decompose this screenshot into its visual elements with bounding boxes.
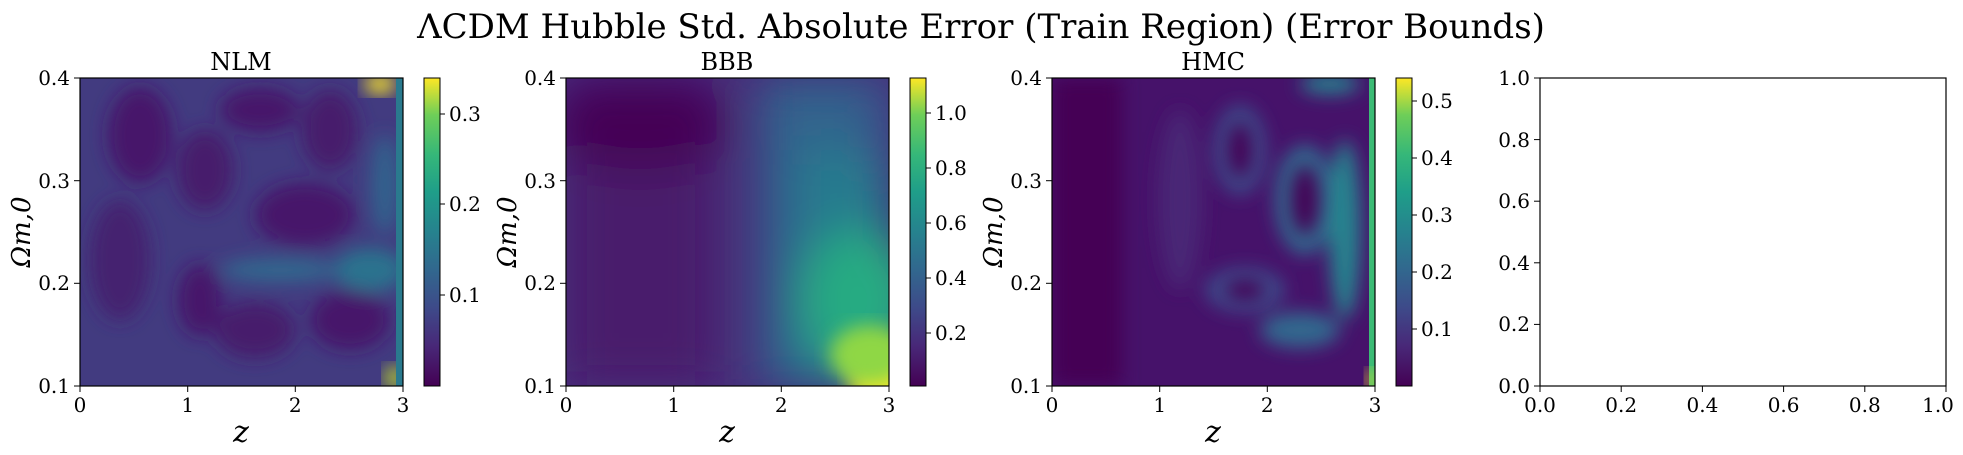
x-tick-label: 2 (775, 393, 788, 417)
x-tick-label: 1 (181, 393, 194, 417)
panel-title: BBB (701, 48, 754, 76)
x-axis: 0 1 2 3 z (560, 386, 896, 450)
y-tick-label: 0.2 (1498, 312, 1530, 336)
x-tick-label: 0.2 (1605, 393, 1637, 417)
y-axis: 0.1 0.2 0.3 0.4 Ωm,0 (7, 66, 80, 398)
colorbar-tick-label: 0.1 (449, 283, 481, 307)
colorbar-bbb: 0.2 0.4 0.6 0.8 1.0 (909, 77, 967, 387)
y-tick-label: 0.2 (1010, 271, 1042, 295)
x-tick-label: 1.0 (1922, 393, 1954, 417)
panel-title: HMC (1181, 48, 1245, 76)
y-axis-label: Ωm,0 (7, 196, 37, 268)
colorbar-tick-label: 0.2 (935, 321, 967, 345)
x-tick-label: 2 (289, 393, 302, 417)
heatmap-hmc (1052, 78, 1375, 386)
x-tick-label: 1 (667, 393, 680, 417)
x-tick-label: 0.4 (1686, 393, 1718, 417)
x-axis-label: z (1204, 415, 1221, 450)
colorbar-tick-label: 0.2 (1421, 260, 1453, 284)
colorbar-tick-label: 0.3 (1421, 203, 1453, 227)
panel-hmc: HMC 0 (979, 48, 1453, 450)
y-axis: 0.0 0.2 0.4 0.6 0.8 1.0 (1498, 66, 1540, 398)
x-tick-label: 1 (1153, 393, 1166, 417)
y-axis: 0.1 0.2 0.3 0.4 Ωm,0 (493, 66, 566, 398)
colorbar-tick-label: 0.1 (1421, 317, 1453, 341)
x-axis: 0 1 2 3 z (1046, 386, 1382, 450)
colorbar-tick-label: 0.6 (935, 211, 967, 235)
x-axis: 0 1 2 3 z (74, 386, 410, 450)
x-tick-label: 0.8 (1849, 393, 1881, 417)
panel-bbb: BBB 0 1 2 3 z 0.1 (493, 48, 967, 450)
y-tick-label: 0.4 (38, 66, 70, 90)
colorbar-tick-label: 0.5 (1421, 89, 1453, 113)
x-axis-label: z (232, 415, 249, 450)
colorbar-tick-label: 0.2 (449, 192, 481, 216)
colorbar-tick-label: 1.0 (935, 101, 967, 125)
heatmap-nlm (80, 78, 403, 386)
y-tick-label: 0.8 (1498, 128, 1530, 152)
y-tick-label: 0.1 (524, 374, 556, 398)
empty-axes (1539, 77, 1947, 387)
x-tick-label: 0 (1046, 393, 1059, 417)
x-axis: 0.0 0.2 0.4 0.6 0.8 1.0 (1524, 386, 1954, 417)
y-tick-label: 0.1 (38, 374, 70, 398)
colorbar-nlm: 0.1 0.2 0.3 (423, 77, 481, 387)
x-tick-label: 3 (883, 393, 896, 417)
panel-nlm: NLM 0 (7, 48, 481, 450)
panel-title: NLM (210, 48, 272, 76)
x-tick-label: 3 (1369, 393, 1382, 417)
heatmap-bbb (566, 78, 889, 386)
y-axis-label: Ωm,0 (979, 196, 1009, 268)
y-tick-label: 0.4 (1498, 251, 1530, 275)
y-tick-label: 0.3 (38, 169, 70, 193)
y-tick-label: 0.6 (1498, 189, 1530, 213)
figure-title: ΛCDM Hubble Std. Absolute Error (Train R… (416, 7, 1545, 47)
colorbar-tick-label: 0.4 (935, 266, 967, 290)
x-tick-label: 0.0 (1524, 393, 1556, 417)
y-tick-label: 0.2 (38, 271, 70, 295)
y-tick-label: 1.0 (1498, 66, 1530, 90)
x-tick-label: 3 (397, 393, 410, 417)
panel-empty: 0.0 0.2 0.4 0.6 0.8 1.0 0.0 0.2 0.4 0.6 … (1498, 66, 1954, 417)
x-tick-label: 2 (1261, 393, 1274, 417)
y-tick-label: 0.4 (1010, 66, 1042, 90)
y-tick-label: 0.4 (524, 66, 556, 90)
x-tick-label: 0 (74, 393, 87, 417)
y-tick-label: 0.3 (524, 169, 556, 193)
y-axis: 0.1 0.2 0.3 0.4 Ωm,0 (979, 66, 1052, 398)
y-tick-label: 0.3 (1010, 169, 1042, 193)
colorbar-tick-label: 0.8 (935, 156, 967, 180)
x-tick-label: 0.6 (1768, 393, 1800, 417)
colorbar-hmc: 0.1 0.2 0.3 0.4 0.5 (1395, 77, 1453, 387)
y-tick-label: 0.1 (1010, 374, 1042, 398)
x-axis-label: z (718, 415, 735, 450)
colorbar-tick-label: 0.4 (1421, 146, 1453, 170)
y-tick-label: 0.2 (524, 271, 556, 295)
y-tick-label: 0.0 (1498, 374, 1530, 398)
colorbar-tick-label: 0.3 (449, 102, 481, 126)
x-tick-label: 0 (560, 393, 573, 417)
y-axis-label: Ωm,0 (493, 196, 523, 268)
